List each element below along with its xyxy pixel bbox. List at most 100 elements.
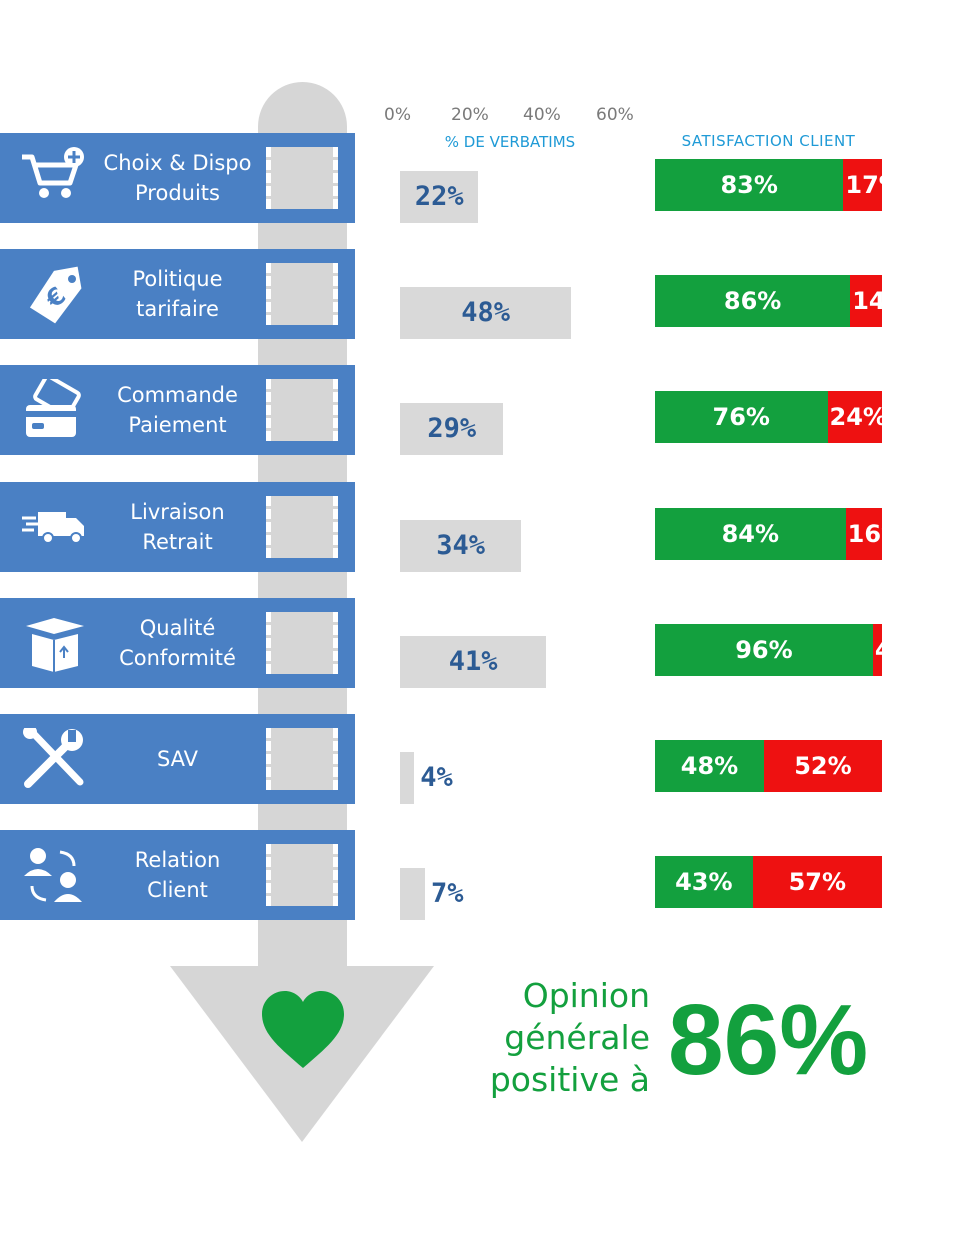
category-label-line: Produits	[135, 181, 220, 205]
axis-tick-0: 0%	[384, 105, 411, 125]
satisfaction-bar: 96% 4%	[655, 623, 882, 676]
delivery-truck-icon	[20, 496, 90, 558]
satisfaction-bar: 86% 14%	[655, 275, 882, 328]
category-label-line: SAV	[156, 747, 199, 771]
verbatim-bar	[400, 403, 504, 456]
category-label-line: Retrait	[142, 529, 213, 554]
verbatim-value-label: 4%	[420, 762, 453, 793]
negative-value-label: 52%	[794, 752, 852, 780]
filmstrip-frame	[266, 844, 338, 907]
opinion-text: Opinion générale positive à	[480, 975, 650, 1101]
verbatim-bar	[400, 519, 522, 572]
category-label-line: tarifaire	[136, 297, 219, 322]
verbatims-header: % DE VERBATIMS	[444, 133, 576, 151]
category-label: Choix & Dispo Produits	[95, 148, 260, 208]
positive-value-label: 86%	[723, 287, 782, 316]
category-tile: € Politique tarifaire	[0, 249, 355, 340]
negative-segment	[872, 623, 882, 676]
category-label: Qualité Conformité	[95, 613, 260, 673]
filmstrip-frame	[266, 379, 338, 442]
positive-segment	[655, 856, 753, 909]
verbatim-bar	[400, 635, 547, 688]
satisfaction-bar: 76% 24%	[655, 391, 882, 444]
filmstrip-frame	[266, 147, 338, 209]
category-label-line: Commande	[117, 383, 238, 408]
verbatim-bar	[400, 171, 479, 223]
credit-card-icon	[20, 374, 90, 441]
category-label-line: Politique	[132, 267, 223, 292]
category-tile: SAV	[0, 714, 355, 804]
verbatim-bar	[400, 868, 425, 921]
positive-value-label: 84%	[721, 519, 780, 548]
satisfaction-bar: 83% 17%	[655, 159, 882, 211]
category-label-line: Qualité	[139, 615, 216, 640]
negative-segment	[845, 507, 882, 560]
category-label-line: Paiement	[128, 413, 227, 438]
positive-value-label: 96%	[735, 635, 793, 664]
negative-value-label: 57%	[788, 868, 847, 897]
category-label-line: Client	[147, 878, 208, 903]
satisfaction-header: SATISFACTION CLIENT	[681, 132, 856, 150]
category-tile: Choix & Dispo Produits	[0, 133, 355, 223]
negative-value-label: 14%	[852, 287, 882, 316]
package-box-icon	[20, 612, 90, 674]
category-label: Politique tarifaire	[95, 264, 260, 324]
verbatim-value-label: 41%	[448, 645, 498, 677]
verbatim-value-label: 29%	[427, 413, 477, 445]
axis-tick-40: 40%	[523, 105, 561, 125]
verbatim-value-label: 34%	[436, 529, 486, 561]
positive-value-label: 48%	[680, 752, 739, 780]
satisfaction-bar: 43% 57%	[655, 856, 882, 909]
opinion-line-2: générale	[504, 1018, 650, 1057]
filmstrip-frame	[266, 728, 338, 790]
negative-segment	[827, 391, 882, 444]
negative-segment	[752, 856, 882, 909]
axis-tick-60: 60%	[596, 105, 634, 125]
opinion-line-1: Opinion	[522, 976, 650, 1015]
negative-segment	[850, 275, 882, 328]
category-label-line: Conformité	[119, 645, 236, 670]
positive-segment	[655, 623, 873, 676]
positive-value-label: 43%	[675, 868, 733, 897]
verbatim-value-label: 48%	[461, 297, 510, 329]
category-label-line: Livraison	[130, 499, 225, 524]
category-label: Commande Paiement	[95, 380, 260, 440]
category-label-line: Choix & Dispo	[103, 151, 252, 175]
filmstrip-frame	[266, 611, 338, 674]
tools-icon	[20, 725, 90, 790]
negative-segment	[843, 159, 882, 211]
positive-value-label: 76%	[712, 403, 770, 432]
axis-tick-20: 20%	[451, 105, 489, 125]
negative-value-label: 16%	[847, 519, 882, 548]
category-tile: Qualité Conformité	[0, 597, 355, 688]
filmstrip-frame	[266, 263, 338, 326]
positive-segment	[655, 391, 828, 444]
customer-exchange-icon	[20, 844, 90, 906]
verbatim-value-label: 22%	[414, 181, 464, 212]
negative-value-label: 24%	[829, 403, 882, 432]
category-label-line: Relation	[134, 848, 221, 873]
category-label: SAV	[95, 744, 260, 804]
verbatim-bar	[400, 752, 415, 804]
positive-segment	[655, 159, 844, 211]
category-tile: Livraison Retrait	[0, 481, 355, 572]
verbatim-value-label: 7%	[430, 878, 464, 910]
negative-value-label: 17%	[845, 171, 882, 199]
satisfaction-bar: 48% 52%	[655, 740, 882, 792]
negative-value-label: 4%	[875, 624, 882, 676]
verbatim-bar	[400, 287, 572, 340]
euro-tag-icon: €	[20, 263, 90, 325]
filmstrip-frame	[266, 495, 338, 558]
opinion-value: 86%	[668, 984, 869, 1096]
opinion-line-3: positive à	[489, 1060, 650, 1099]
positive-value-label: 83%	[720, 171, 778, 199]
category-tile: Relation Client	[0, 830, 355, 921]
heart-icon	[262, 991, 344, 1068]
positive-segment	[655, 740, 764, 792]
positive-segment	[655, 507, 846, 560]
cart-add-icon	[20, 147, 90, 209]
category-tile: Commande Paiement	[0, 365, 355, 456]
category-label: Relation Client	[95, 845, 260, 905]
negative-segment	[763, 740, 882, 792]
